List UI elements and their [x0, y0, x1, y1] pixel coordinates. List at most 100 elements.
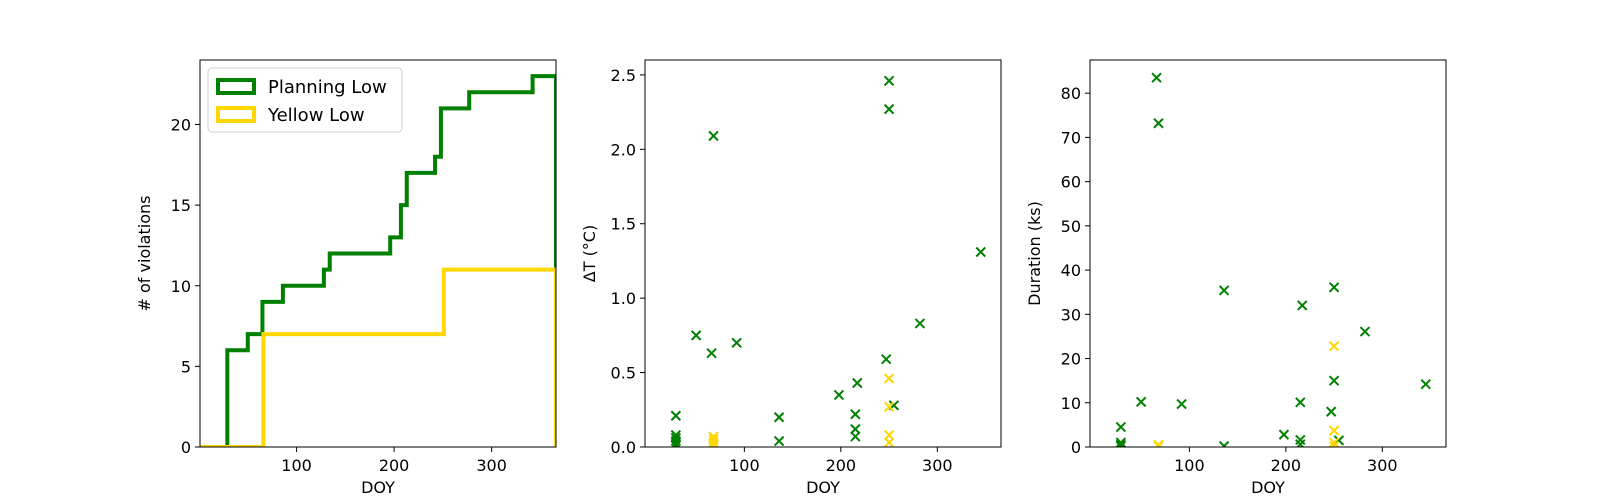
duration-point — [1151, 72, 1162, 83]
delta-t-point — [883, 429, 895, 441]
duration-point — [1328, 437, 1340, 447]
delta-t-y-tick-label: 2.0 — [611, 140, 636, 159]
delta-t-y-axis-label: ΔT (°C) — [580, 225, 599, 282]
delta-t-y-tick-label: 1.5 — [611, 215, 636, 234]
duration-point — [1359, 326, 1371, 337]
delta-t-x-axis-label: DOY — [806, 478, 840, 497]
delta-t-point — [883, 373, 895, 384]
delta-t-point — [883, 103, 895, 115]
delta-t-point — [708, 440, 719, 447]
duration-y-tick-label: 70 — [1061, 128, 1081, 147]
delta-t-point — [852, 377, 863, 389]
duration-point — [1278, 429, 1290, 440]
cumulative-violations-y-tick-label: 5 — [181, 357, 191, 376]
duration-point — [1115, 437, 1127, 447]
duration-point — [1135, 396, 1147, 408]
legend-box — [207, 67, 403, 133]
cumulative-violations-panel: 100 200 300 0 5 10 15 20 DOY # of violations Plann… — [135, 59, 557, 497]
delta-t-x-tick-label: 100 — [729, 456, 760, 475]
delta-t-point — [706, 348, 717, 359]
duration-point — [1328, 282, 1340, 293]
delta-t-point — [850, 431, 861, 442]
cumulative-violations-y-axis-label: # of violations — [135, 196, 154, 312]
duration-x-axis-label: DOY — [1251, 478, 1285, 497]
duration-point — [1328, 375, 1340, 386]
duration-plot-area — [1115, 72, 1431, 447]
duration-point — [1176, 398, 1187, 410]
duration-y-tick-label: 80 — [1061, 84, 1081, 103]
delta-t-point — [975, 246, 986, 258]
duration-y-tick-label: 30 — [1061, 305, 1081, 324]
cumulative-violations-x-tick-label: 300 — [476, 456, 507, 475]
duration-axes-frame — [1089, 59, 1447, 448]
delta-t-point — [708, 130, 719, 142]
delta-t-point — [690, 330, 702, 341]
delta-t-point — [670, 435, 682, 447]
duration-point — [1115, 421, 1127, 433]
cumulative-violations-y-tick-label: 10 — [171, 277, 191, 296]
cumulative-violations-x-axis-label: DOY — [361, 478, 395, 497]
delta-t-point — [880, 353, 892, 365]
legend-swatch — [216, 106, 256, 123]
cumulative-violations-x-tick-label: 100 — [281, 456, 312, 475]
legend-swatch — [216, 78, 256, 95]
delta-t-point — [773, 435, 785, 447]
duration-y-axis-label: Duration (ks) — [1025, 201, 1044, 306]
legend: Planning Low Yellow Low — [207, 67, 403, 133]
duration-point — [1295, 434, 1306, 446]
legend-label: Yellow Low — [267, 105, 365, 126]
legend-label: Planning Low — [268, 77, 387, 98]
duration-scatter-panel: 100 200 300 0 10 20 30 40 50 60 70 80 DOY Duration (k… — [1025, 59, 1447, 497]
delta-t-point — [773, 412, 785, 423]
duration-y-tick-label: 0 — [1071, 438, 1081, 457]
delta-t-y-tick-label: 1.0 — [611, 289, 636, 308]
delta-t-y-tick-label: 2.5 — [611, 66, 636, 85]
duration-x-tick-label: 200 — [1271, 456, 1302, 475]
duration-point — [1218, 285, 1230, 296]
duration-y-tick-label: 10 — [1061, 394, 1081, 413]
delta-t-axes-frame — [644, 59, 1002, 448]
delta-t-plot-area — [670, 75, 986, 447]
duration-y-tick-label: 50 — [1061, 217, 1081, 236]
cumulative-violations-x-tick-label: 200 — [379, 456, 410, 475]
duration-y-tick-label: 40 — [1061, 261, 1081, 280]
delta-t-scatter-panel: 100 200 300 0.0 0.5 1.0 1.5 2.0 2.5 DOY ΔT (°C) — [580, 59, 1002, 497]
duration-y-tick-label: 60 — [1061, 173, 1081, 192]
delta-t-point — [914, 318, 926, 329]
delta-t-point — [850, 409, 861, 420]
delta-t-point — [883, 437, 895, 447]
cumulative-violations-axes-frame — [199, 59, 557, 448]
cumulative-violations-plot-area — [200, 74, 556, 447]
delta-t-point — [883, 75, 895, 87]
series-line-planning-low — [200, 74, 556, 447]
delta-t-point — [670, 438, 682, 447]
delta-t-point — [670, 440, 682, 447]
delta-t-x-tick-label: 300 — [922, 456, 953, 475]
duration-point — [1420, 378, 1431, 390]
duration-point — [1325, 406, 1337, 417]
cumulative-violations-y-tick-label: 20 — [171, 116, 191, 135]
duration-point — [1115, 440, 1127, 447]
duration-point — [1295, 397, 1306, 408]
delta-t-point — [833, 389, 845, 401]
duration-point — [1218, 440, 1230, 447]
delta-t-y-tick-label: 0.0 — [611, 438, 636, 457]
delta-t-y-tick-label: 0.5 — [611, 364, 636, 383]
series-line-yellow-low — [200, 267, 556, 447]
delta-t-point — [708, 437, 719, 447]
delta-t-point — [883, 401, 895, 413]
cumulative-violations-y-tick-label: 0 — [181, 438, 191, 457]
delta-t-point — [731, 337, 742, 349]
duration-point — [1153, 440, 1164, 447]
duration-y-tick-label: 20 — [1061, 350, 1081, 369]
duration-point — [1328, 340, 1340, 352]
delta-t-point — [850, 423, 861, 435]
delta-t-point — [670, 410, 682, 421]
cumulative-violations-y-tick-label: 15 — [171, 196, 191, 215]
duration-point — [1153, 118, 1164, 129]
duration-point — [1328, 425, 1340, 436]
duration-point — [1295, 439, 1306, 447]
delta-t-x-tick-label: 200 — [826, 456, 857, 475]
duration-x-tick-label: 100 — [1174, 456, 1205, 475]
